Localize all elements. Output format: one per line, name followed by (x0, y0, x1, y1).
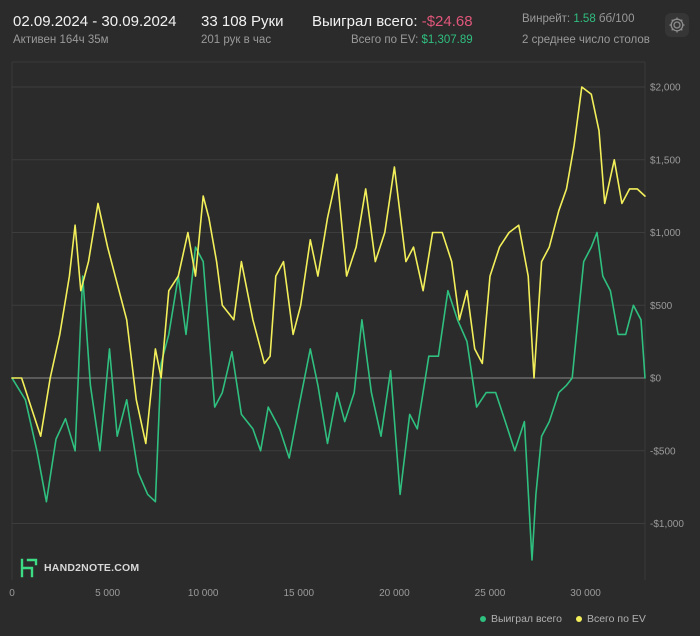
legend-item-won[interactable]: Выиграл всего (480, 613, 562, 625)
x-tick-label: 25 000 (475, 588, 506, 599)
watermark: HAND2NOTE.COM (20, 558, 139, 578)
winrate-label: Винрейт: (522, 13, 571, 25)
y-tick-label: $500 (650, 301, 673, 312)
x-tick-label: 10 000 (188, 588, 219, 599)
won-total-label: Выиграл всего: (312, 13, 418, 30)
series-lines (11, 86, 646, 561)
ev-total: Всего по EV: $1,307.89 (351, 34, 473, 46)
hands-count: 33 108 Руки (201, 13, 284, 30)
legend-item-ev[interactable]: Всего по EV (575, 613, 646, 625)
x-axis-labels: 0 5 000 10 000 15 000 20 000 25 000 30 000 (9, 588, 601, 599)
x-tick-label: 0 (9, 588, 15, 599)
x-tick-label: 5 000 (95, 588, 120, 599)
won-total-value: -$24.68 (421, 13, 473, 30)
winrate-unit: бб/100 (598, 13, 635, 25)
legend-ev-dot (575, 616, 582, 622)
winrate: Винрейт: 1.58 бб/100 (522, 13, 634, 25)
gear-icon (669, 17, 685, 33)
hand2note-logo-icon (20, 558, 38, 578)
avg-tables: 2 среднее число столов (522, 34, 650, 46)
hands-per-hour: 201 рук в час (201, 34, 272, 46)
legend-won-dot (480, 616, 486, 622)
x-tick-label: 15 000 (283, 588, 314, 599)
y-tick-label: $1,500 (650, 155, 681, 166)
ev-total-line (11, 86, 646, 445)
y-tick-label: $2,000 (650, 83, 681, 94)
active-time: Активен 164ч 35м (13, 34, 109, 46)
y-tick-label: -$1,000 (650, 519, 684, 530)
y-tick-label: $1,000 (650, 228, 681, 239)
grid (11, 61, 646, 580)
won-total-line (11, 231, 646, 561)
y-tick-label: $0 (650, 374, 662, 385)
legend-ev-label: Всего по EV (586, 613, 646, 625)
y-tick-label: -$500 (650, 446, 676, 457)
legend: Выиграл всего Всего по EV (480, 613, 646, 625)
watermark-brand: HAND2NOTE.COM (44, 562, 140, 574)
settings-button[interactable] (665, 13, 689, 37)
x-tick-label: 20 000 (379, 588, 410, 599)
date-range: 02.09.2024 - 30.09.2024 (13, 13, 177, 30)
won-total: Выиграл всего: -$24.68 (312, 13, 473, 30)
legend-won-label: Выиграл всего (491, 613, 562, 625)
stats-header: 02.09.2024 - 30.09.2024 Активен 164ч 35м… (0, 0, 700, 56)
x-tick-label: 30 000 (570, 588, 601, 599)
ev-total-value: $1,307.89 (421, 34, 473, 46)
y-axis-labels: $2,000 $1,500 $1,000 $500 $0 -$500 -$1,000 (650, 83, 684, 531)
winrate-value: 1.58 (573, 13, 596, 25)
ev-total-label: Всего по EV: (351, 34, 419, 46)
